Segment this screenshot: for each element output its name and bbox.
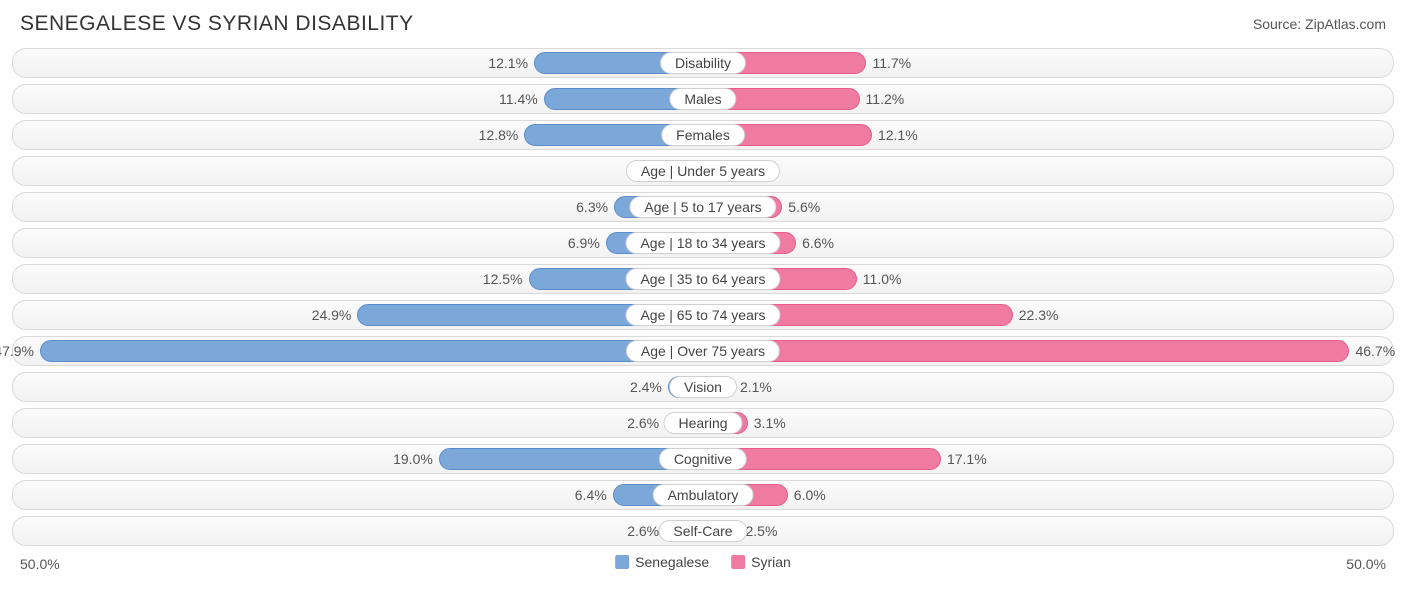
value-right: 22.3% <box>1019 301 1059 329</box>
value-left: 6.9% <box>568 229 600 257</box>
value-left: 19.0% <box>393 445 433 473</box>
value-left: 11.4% <box>499 85 538 113</box>
category-label: Age | Under 5 years <box>626 160 780 182</box>
category-label: Females <box>661 124 745 146</box>
bar-right <box>703 340 1349 362</box>
legend-label-left: Senegalese <box>635 554 709 570</box>
value-left: 47.9% <box>0 337 34 365</box>
chart-title: SENEGALESE VS SYRIAN DISABILITY <box>20 12 414 36</box>
value-right: 6.6% <box>802 229 834 257</box>
legend-swatch-left <box>615 555 629 569</box>
chart-row: 19.0% 17.1% Cognitive <box>12 444 1394 474</box>
chart-row: 2.6% 3.1% Hearing <box>12 408 1394 438</box>
value-right: 17.1% <box>947 445 987 473</box>
category-label: Age | 18 to 34 years <box>625 232 780 254</box>
category-label: Disability <box>660 52 746 74</box>
value-right: 46.7% <box>1355 337 1395 365</box>
category-label: Age | 35 to 64 years <box>625 268 780 290</box>
legend-item-left: Senegalese <box>615 554 709 570</box>
legend: Senegalese Syrian <box>615 554 791 570</box>
category-label: Self-Care <box>658 520 747 542</box>
diverging-bar-chart: 12.1% 11.7% Disability 11.4% 11.2% Males 12.8%… <box>0 44 1406 546</box>
value-right: 11.7% <box>872 49 911 77</box>
axis-max-left: 50.0% <box>20 556 60 572</box>
value-right: 3.1% <box>754 409 786 437</box>
chart-row: 6.9% 6.6% Age | 18 to 34 years <box>12 228 1394 258</box>
chart-row: 12.1% 11.7% Disability <box>12 48 1394 78</box>
value-right: 12.1% <box>878 121 918 149</box>
chart-row: 12.8% 12.1% Females <box>12 120 1394 150</box>
category-label: Age | Over 75 years <box>626 340 780 362</box>
category-label: Hearing <box>663 412 742 434</box>
value-left: 12.8% <box>479 121 519 149</box>
value-left: 2.6% <box>627 517 659 545</box>
value-right: 11.2% <box>866 85 905 113</box>
value-left: 6.3% <box>576 193 608 221</box>
value-left: 24.9% <box>312 301 352 329</box>
chart-row: 6.3% 5.6% Age | 5 to 17 years <box>12 192 1394 222</box>
value-left: 12.5% <box>483 265 523 293</box>
chart-row: 6.4% 6.0% Ambulatory <box>12 480 1394 510</box>
legend-item-right: Syrian <box>731 554 791 570</box>
category-label: Age | 65 to 74 years <box>625 304 780 326</box>
value-left: 2.4% <box>630 373 662 401</box>
legend-label-right: Syrian <box>751 554 791 570</box>
value-right: 6.0% <box>794 481 826 509</box>
category-label: Vision <box>669 376 737 398</box>
chart-row: 47.9%46.7%Age | Over 75 years <box>12 336 1394 366</box>
chart-row: 2.6% 2.5%Self-Care <box>12 516 1394 546</box>
category-label: Males <box>669 88 736 110</box>
value-right: 5.6% <box>788 193 820 221</box>
chart-row: 12.5% 11.0% Age | 35 to 64 years <box>12 264 1394 294</box>
axis-max-right: 50.0% <box>1346 556 1386 572</box>
value-left: 2.6% <box>627 409 659 437</box>
chart-row: 2.4% 2.1%Vision <box>12 372 1394 402</box>
category-label: Age | 5 to 17 years <box>629 196 776 218</box>
chart-source: Source: ZipAtlas.com <box>1253 16 1386 32</box>
value-left: 12.1% <box>488 49 528 77</box>
value-right: 11.0% <box>863 265 902 293</box>
chart-row: 11.4% 11.2% Males <box>12 84 1394 114</box>
value-left: 6.4% <box>575 481 607 509</box>
category-label: Cognitive <box>659 448 747 470</box>
chart-row: 24.9% 22.3% Age | 65 to 74 years <box>12 300 1394 330</box>
category-label: Ambulatory <box>653 484 754 506</box>
chart-header: SENEGALESE VS SYRIAN DISABILITY Source: … <box>0 0 1406 44</box>
value-right: 2.1% <box>740 373 772 401</box>
legend-swatch-right <box>731 555 745 569</box>
bar-left <box>40 340 703 362</box>
chart-row: 1.2%1.3%Age | Under 5 years <box>12 156 1394 186</box>
value-right: 2.5% <box>746 517 778 545</box>
chart-footer: 50.0% Senegalese Syrian 50.0% <box>0 552 1406 594</box>
